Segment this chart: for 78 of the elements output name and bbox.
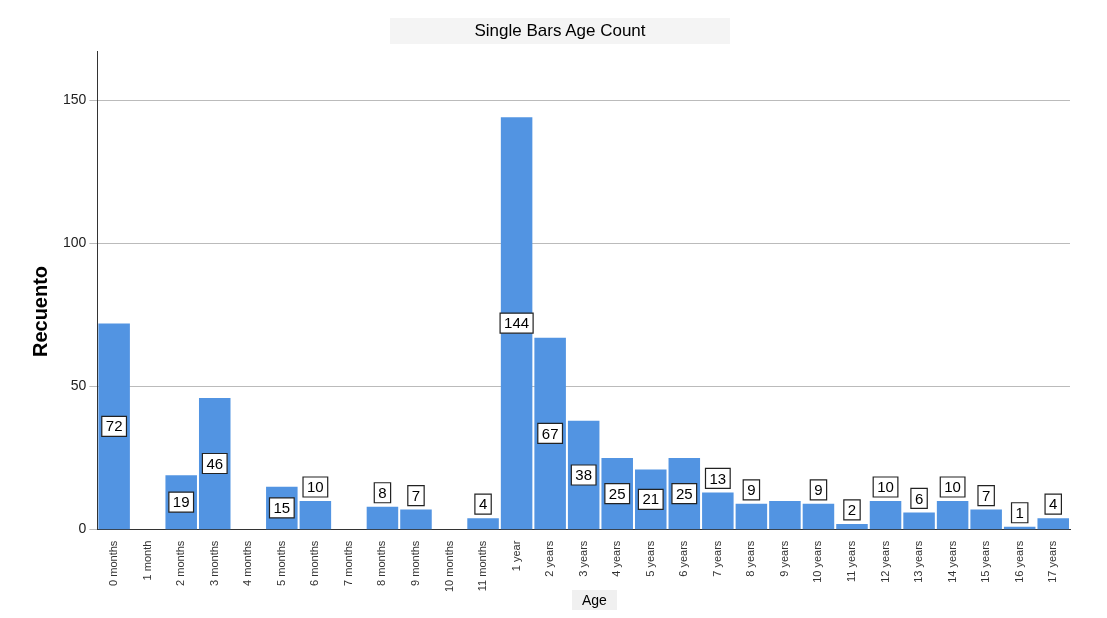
data-label: 9 (747, 481, 756, 498)
x-tick-label: 8 years (744, 540, 757, 577)
data-label: 21 (642, 490, 660, 508)
bar (366, 506, 399, 530)
y-axis-title: Recuento (28, 264, 52, 360)
x-tick-label: 0 months (107, 540, 120, 586)
x-tick-label: 2 months (174, 540, 187, 586)
bar (534, 337, 566, 530)
x-axis-title: Age (572, 590, 617, 610)
x-tick-label: 17 years (1046, 540, 1059, 583)
x-tick-label: 1 month (140, 540, 153, 581)
x-tick-label: 7 years (710, 540, 723, 577)
bar (970, 509, 1002, 530)
bar (735, 503, 768, 530)
x-tick-label: 4 years (610, 540, 623, 577)
x-tick-label: 11 months (476, 540, 489, 592)
data-label: 10 (307, 478, 324, 496)
y-tick-label: 100 (63, 234, 87, 251)
data-label: 7 (981, 486, 991, 504)
x-tick-label: 3 months (207, 540, 220, 586)
x-tick-label: 12 years (878, 540, 891, 583)
x-tick-label: 11 years (845, 540, 858, 583)
bar (1037, 518, 1069, 530)
x-tick-label: 5 years (643, 540, 656, 577)
data-label: 13 (709, 469, 727, 487)
bar (903, 512, 935, 530)
x-tick-label: 13 years (912, 540, 925, 583)
data-label: 67 (541, 424, 559, 442)
bar (500, 117, 533, 530)
data-label: 25 (608, 484, 626, 502)
data-label: 1 (1015, 503, 1024, 521)
y-tick-label: 0 (78, 520, 87, 537)
x-tick-label: 1 year (509, 540, 522, 572)
x-tick-label: 16 years (1012, 540, 1025, 583)
x-tick-label: 9 months (409, 540, 422, 586)
bar (802, 503, 835, 530)
x-tick-label: 5 months (274, 540, 287, 586)
x-tick-label: 10 months (442, 540, 455, 593)
bar (936, 501, 969, 530)
x-tick-label: 2 years (543, 540, 556, 577)
bar (869, 501, 902, 530)
data-label: 6 (914, 489, 924, 507)
data-label: 144 (504, 314, 530, 332)
x-tick-label: 7 months (341, 540, 354, 586)
data-label: 10 (877, 478, 894, 496)
chart-title: Single Bars Age Count (390, 18, 730, 44)
bar (702, 492, 734, 530)
bar (400, 509, 432, 530)
x-tick-label: 4 months (241, 540, 254, 586)
y-tick-label: 150 (63, 90, 87, 107)
data-label: 72 (105, 417, 123, 435)
x-tick-label: 10 years (811, 540, 824, 583)
data-label: 46 (206, 454, 224, 472)
bar (769, 501, 801, 530)
data-label: 7 (411, 486, 421, 504)
data-label: 19 (172, 493, 190, 511)
data-label: 25 (675, 484, 693, 502)
data-label: 8 (378, 483, 387, 501)
data-label: 2 (847, 501, 857, 519)
bar (299, 501, 332, 530)
x-tick-label: 3 years (576, 540, 589, 577)
x-tick-label: 9 years (777, 540, 790, 577)
bar (836, 523, 868, 530)
bar (98, 323, 130, 530)
data-label: 10 (944, 478, 961, 496)
bar (467, 518, 499, 530)
bar (198, 397, 231, 530)
x-tick-label: 15 years (979, 540, 992, 583)
data-label: 15 (273, 499, 291, 517)
data-label: 38 (575, 466, 593, 484)
x-tick-label: 6 months (308, 540, 321, 586)
data-label: 4 (478, 495, 488, 513)
x-tick-label: 6 years (677, 540, 690, 577)
y-tick-label: 50 (70, 377, 87, 394)
x-tick-label: 14 years (945, 540, 958, 583)
x-tick-label: 8 months (375, 540, 388, 586)
data-label: 4 (1049, 495, 1058, 513)
data-label: 9 (814, 481, 823, 498)
